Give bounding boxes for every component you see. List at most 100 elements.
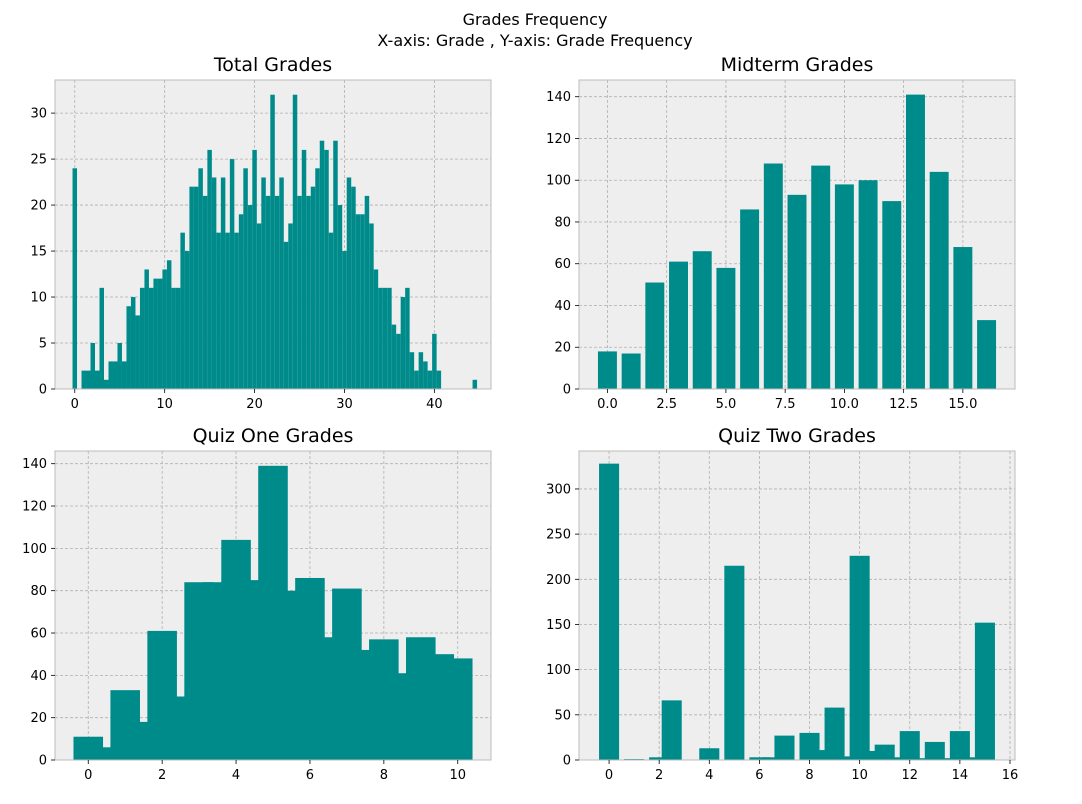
bar: [912, 758, 933, 760]
x-tick-label: 6: [306, 768, 314, 783]
bar: [442, 658, 473, 760]
y-tick-label: 20: [554, 341, 571, 356]
bar: [126, 306, 131, 389]
bar: [824, 707, 845, 760]
panel-title: Midterm Grades: [721, 54, 874, 76]
bar: [225, 232, 230, 389]
bar: [396, 333, 401, 389]
y-tick-label: 80: [30, 584, 47, 599]
bar: [279, 177, 284, 389]
bar: [274, 195, 280, 389]
bar: [324, 149, 329, 389]
bar: [256, 223, 262, 389]
y-tick-label: 140: [546, 90, 571, 105]
bar: [811, 165, 831, 389]
bar: [761, 757, 782, 760]
bar: [669, 261, 688, 389]
y-tick-label: 40: [30, 669, 47, 684]
bar: [103, 379, 109, 389]
y-tick-label: 200: [546, 573, 571, 588]
bar: [292, 94, 298, 389]
bar: [310, 186, 316, 389]
bar: [90, 343, 96, 389]
bar: [661, 700, 682, 760]
bar: [202, 195, 208, 389]
figure-title-line-1: Grades Frequency: [463, 10, 608, 29]
bar: [391, 324, 397, 389]
bar: [211, 177, 217, 389]
bar: [882, 201, 902, 389]
y-tick-label: 140: [22, 457, 47, 472]
bar: [270, 94, 275, 389]
bar: [949, 731, 970, 760]
x-tick-label: 15.0: [948, 397, 977, 412]
bar: [436, 370, 442, 389]
bar: [153, 278, 158, 389]
y-tick-label: 10: [30, 291, 47, 306]
bar: [787, 194, 807, 389]
panel-title: Total Grades: [213, 54, 332, 76]
bar: [378, 287, 383, 389]
bar: [432, 333, 437, 389]
bar: [887, 757, 908, 760]
bar: [418, 352, 424, 389]
bar: [373, 269, 379, 389]
bar: [355, 214, 361, 389]
y-tick-label: 250: [546, 528, 571, 543]
bar: [319, 140, 325, 389]
y-tick-label: 100: [22, 542, 47, 557]
bar: [166, 260, 172, 389]
x-tick-label: 0: [605, 768, 613, 783]
bar: [162, 269, 167, 389]
y-tick-label: 300: [546, 482, 571, 497]
bar: [333, 140, 338, 389]
x-tick-label: 16: [1002, 768, 1019, 783]
x-tick-label: 10: [851, 768, 868, 783]
bar: [427, 370, 433, 389]
bar: [247, 205, 253, 389]
bar: [874, 744, 895, 760]
bar: [72, 168, 78, 389]
bar: [229, 159, 235, 389]
y-tick-label: 120: [546, 132, 571, 147]
bar: [834, 184, 854, 389]
y-tick-label: 120: [22, 500, 47, 515]
bar: [837, 756, 858, 760]
bar: [252, 149, 257, 389]
bar: [774, 735, 795, 760]
x-tick-label: 0.0: [597, 397, 618, 412]
bar: [306, 195, 311, 389]
y-tick-label: 0: [39, 754, 47, 769]
x-tick-label: 40: [426, 397, 443, 412]
bar: [953, 247, 973, 389]
y-tick-label: 60: [30, 627, 47, 642]
bar: [265, 195, 271, 389]
bar: [977, 320, 997, 389]
bar: [81, 370, 87, 389]
bar: [121, 361, 127, 389]
bar: [234, 232, 239, 389]
x-tick-label: 20: [246, 397, 263, 412]
x-tick-label: 2: [655, 768, 663, 783]
x-tick-label: 4: [232, 768, 240, 783]
bar: [423, 361, 428, 389]
y-tick-label: 20: [30, 711, 47, 726]
y-tick-label: 0: [39, 383, 47, 398]
bar: [763, 163, 783, 389]
bar: [899, 731, 920, 760]
bar: [351, 186, 356, 389]
bar: [597, 351, 617, 389]
bar: [369, 223, 374, 389]
bar: [929, 171, 949, 389]
bar: [649, 757, 670, 760]
bar: [171, 287, 176, 389]
x-tick-label: 6: [755, 768, 763, 783]
bar: [599, 463, 620, 760]
bar: [261, 177, 266, 389]
y-tick-label: 15: [30, 245, 47, 260]
bar: [315, 168, 320, 389]
axes-frame: [54, 450, 492, 761]
bar: [716, 267, 736, 389]
panel-title: Quiz Two Grades: [718, 425, 876, 447]
bar: [740, 209, 760, 389]
